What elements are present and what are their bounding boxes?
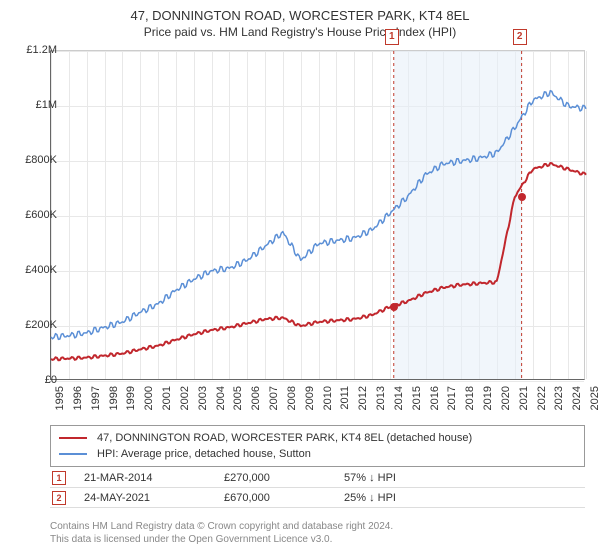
legend-row: 47, DONNINGTON ROAD, WORCESTER PARK, KT4… bbox=[59, 430, 576, 446]
footer: Contains HM Land Registry data © Crown c… bbox=[50, 520, 393, 546]
x-tick-label: 2008 bbox=[286, 386, 298, 410]
sale-diff: 25% ↓ HPI bbox=[344, 492, 464, 504]
chart-titles: 47, DONNINGTON ROAD, WORCESTER PARK, KT4… bbox=[0, 0, 600, 39]
x-tick-label: 2025 bbox=[589, 386, 600, 410]
x-tick-label: 1995 bbox=[54, 386, 66, 410]
x-tick-label: 2021 bbox=[518, 386, 530, 410]
x-tick-label: 2003 bbox=[197, 386, 209, 410]
x-tick-label: 2014 bbox=[393, 386, 405, 410]
y-tick-label: £400K bbox=[12, 264, 57, 276]
gridline-h bbox=[51, 381, 584, 382]
sales-table: 1 21-MAR-2014 £270,000 57% ↓ HPI 2 24-MA… bbox=[50, 468, 585, 508]
footer-line: This data is licensed under the Open Gov… bbox=[50, 533, 393, 546]
x-tick-label: 2010 bbox=[322, 386, 334, 410]
x-tick-label: 2020 bbox=[500, 386, 512, 410]
series-line-property bbox=[51, 163, 586, 360]
x-tick-label: 2004 bbox=[215, 386, 227, 410]
x-tick-label: 2023 bbox=[553, 386, 565, 410]
legend-swatch bbox=[59, 437, 87, 439]
x-tick-label: 1997 bbox=[90, 386, 102, 410]
sales-row: 2 24-MAY-2021 £670,000 25% ↓ HPI bbox=[50, 488, 585, 508]
x-tick-label: 2016 bbox=[429, 386, 441, 410]
sale-dot bbox=[390, 303, 398, 311]
x-tick-label: 2024 bbox=[571, 386, 583, 410]
x-tick-label: 2006 bbox=[250, 386, 262, 410]
x-tick-label: 2011 bbox=[339, 386, 351, 410]
x-tick-label: 2022 bbox=[536, 386, 548, 410]
x-tick-label: 2009 bbox=[304, 386, 316, 410]
x-tick-label: 2018 bbox=[464, 386, 476, 410]
gridline-v bbox=[586, 51, 587, 379]
title-sub: Price paid vs. HM Land Registry's House … bbox=[0, 25, 600, 39]
y-tick-label: £200K bbox=[12, 319, 57, 331]
legend-row: HPI: Average price, detached house, Sutt… bbox=[59, 446, 576, 462]
y-tick-label: £800K bbox=[12, 154, 57, 166]
sale-diff: 57% ↓ HPI bbox=[344, 472, 464, 484]
legend: 47, DONNINGTON ROAD, WORCESTER PARK, KT4… bbox=[50, 425, 585, 467]
title-main: 47, DONNINGTON ROAD, WORCESTER PARK, KT4… bbox=[0, 8, 600, 23]
sale-marker-icon: 2 bbox=[52, 491, 66, 505]
footer-line: Contains HM Land Registry data © Crown c… bbox=[50, 520, 393, 533]
x-tick-label: 2012 bbox=[357, 386, 369, 410]
series-line-hpi bbox=[51, 91, 586, 340]
x-tick-label: 1996 bbox=[72, 386, 84, 410]
sale-dot bbox=[518, 193, 526, 201]
y-tick-label: £0 bbox=[12, 374, 57, 386]
sale-marker-icon: 1 bbox=[52, 471, 66, 485]
sale-price: £670,000 bbox=[224, 492, 344, 504]
sale-marker-box: 2 bbox=[513, 29, 527, 45]
sale-price: £270,000 bbox=[224, 472, 344, 484]
chart-container: 47, DONNINGTON ROAD, WORCESTER PARK, KT4… bbox=[0, 0, 600, 560]
legend-label: 47, DONNINGTON ROAD, WORCESTER PARK, KT4… bbox=[97, 432, 472, 444]
legend-swatch bbox=[59, 453, 87, 455]
x-tick-label: 2015 bbox=[411, 386, 423, 410]
x-tick-label: 2019 bbox=[482, 386, 494, 410]
x-tick-label: 2001 bbox=[161, 386, 173, 410]
x-tick-label: 2000 bbox=[143, 386, 155, 410]
y-tick-label: £600K bbox=[12, 209, 57, 221]
x-tick-label: 2002 bbox=[179, 386, 191, 410]
sales-row: 1 21-MAR-2014 £270,000 57% ↓ HPI bbox=[50, 468, 585, 488]
sale-marker-box: 1 bbox=[385, 29, 399, 45]
legend-label: HPI: Average price, detached house, Sutt… bbox=[97, 448, 311, 460]
sale-date: 24-MAY-2021 bbox=[84, 492, 224, 504]
sale-date: 21-MAR-2014 bbox=[84, 472, 224, 484]
chart-lines-svg bbox=[51, 51, 584, 379]
x-tick-label: 2007 bbox=[268, 386, 280, 410]
y-tick-label: £1.2M bbox=[12, 44, 57, 56]
x-tick-label: 2017 bbox=[446, 386, 458, 410]
x-tick-label: 1999 bbox=[125, 386, 137, 410]
x-tick-label: 1998 bbox=[108, 386, 120, 410]
y-tick-label: £1M bbox=[12, 99, 57, 111]
x-tick-label: 2005 bbox=[232, 386, 244, 410]
plot-area bbox=[50, 50, 585, 380]
x-tick-label: 2013 bbox=[375, 386, 387, 410]
